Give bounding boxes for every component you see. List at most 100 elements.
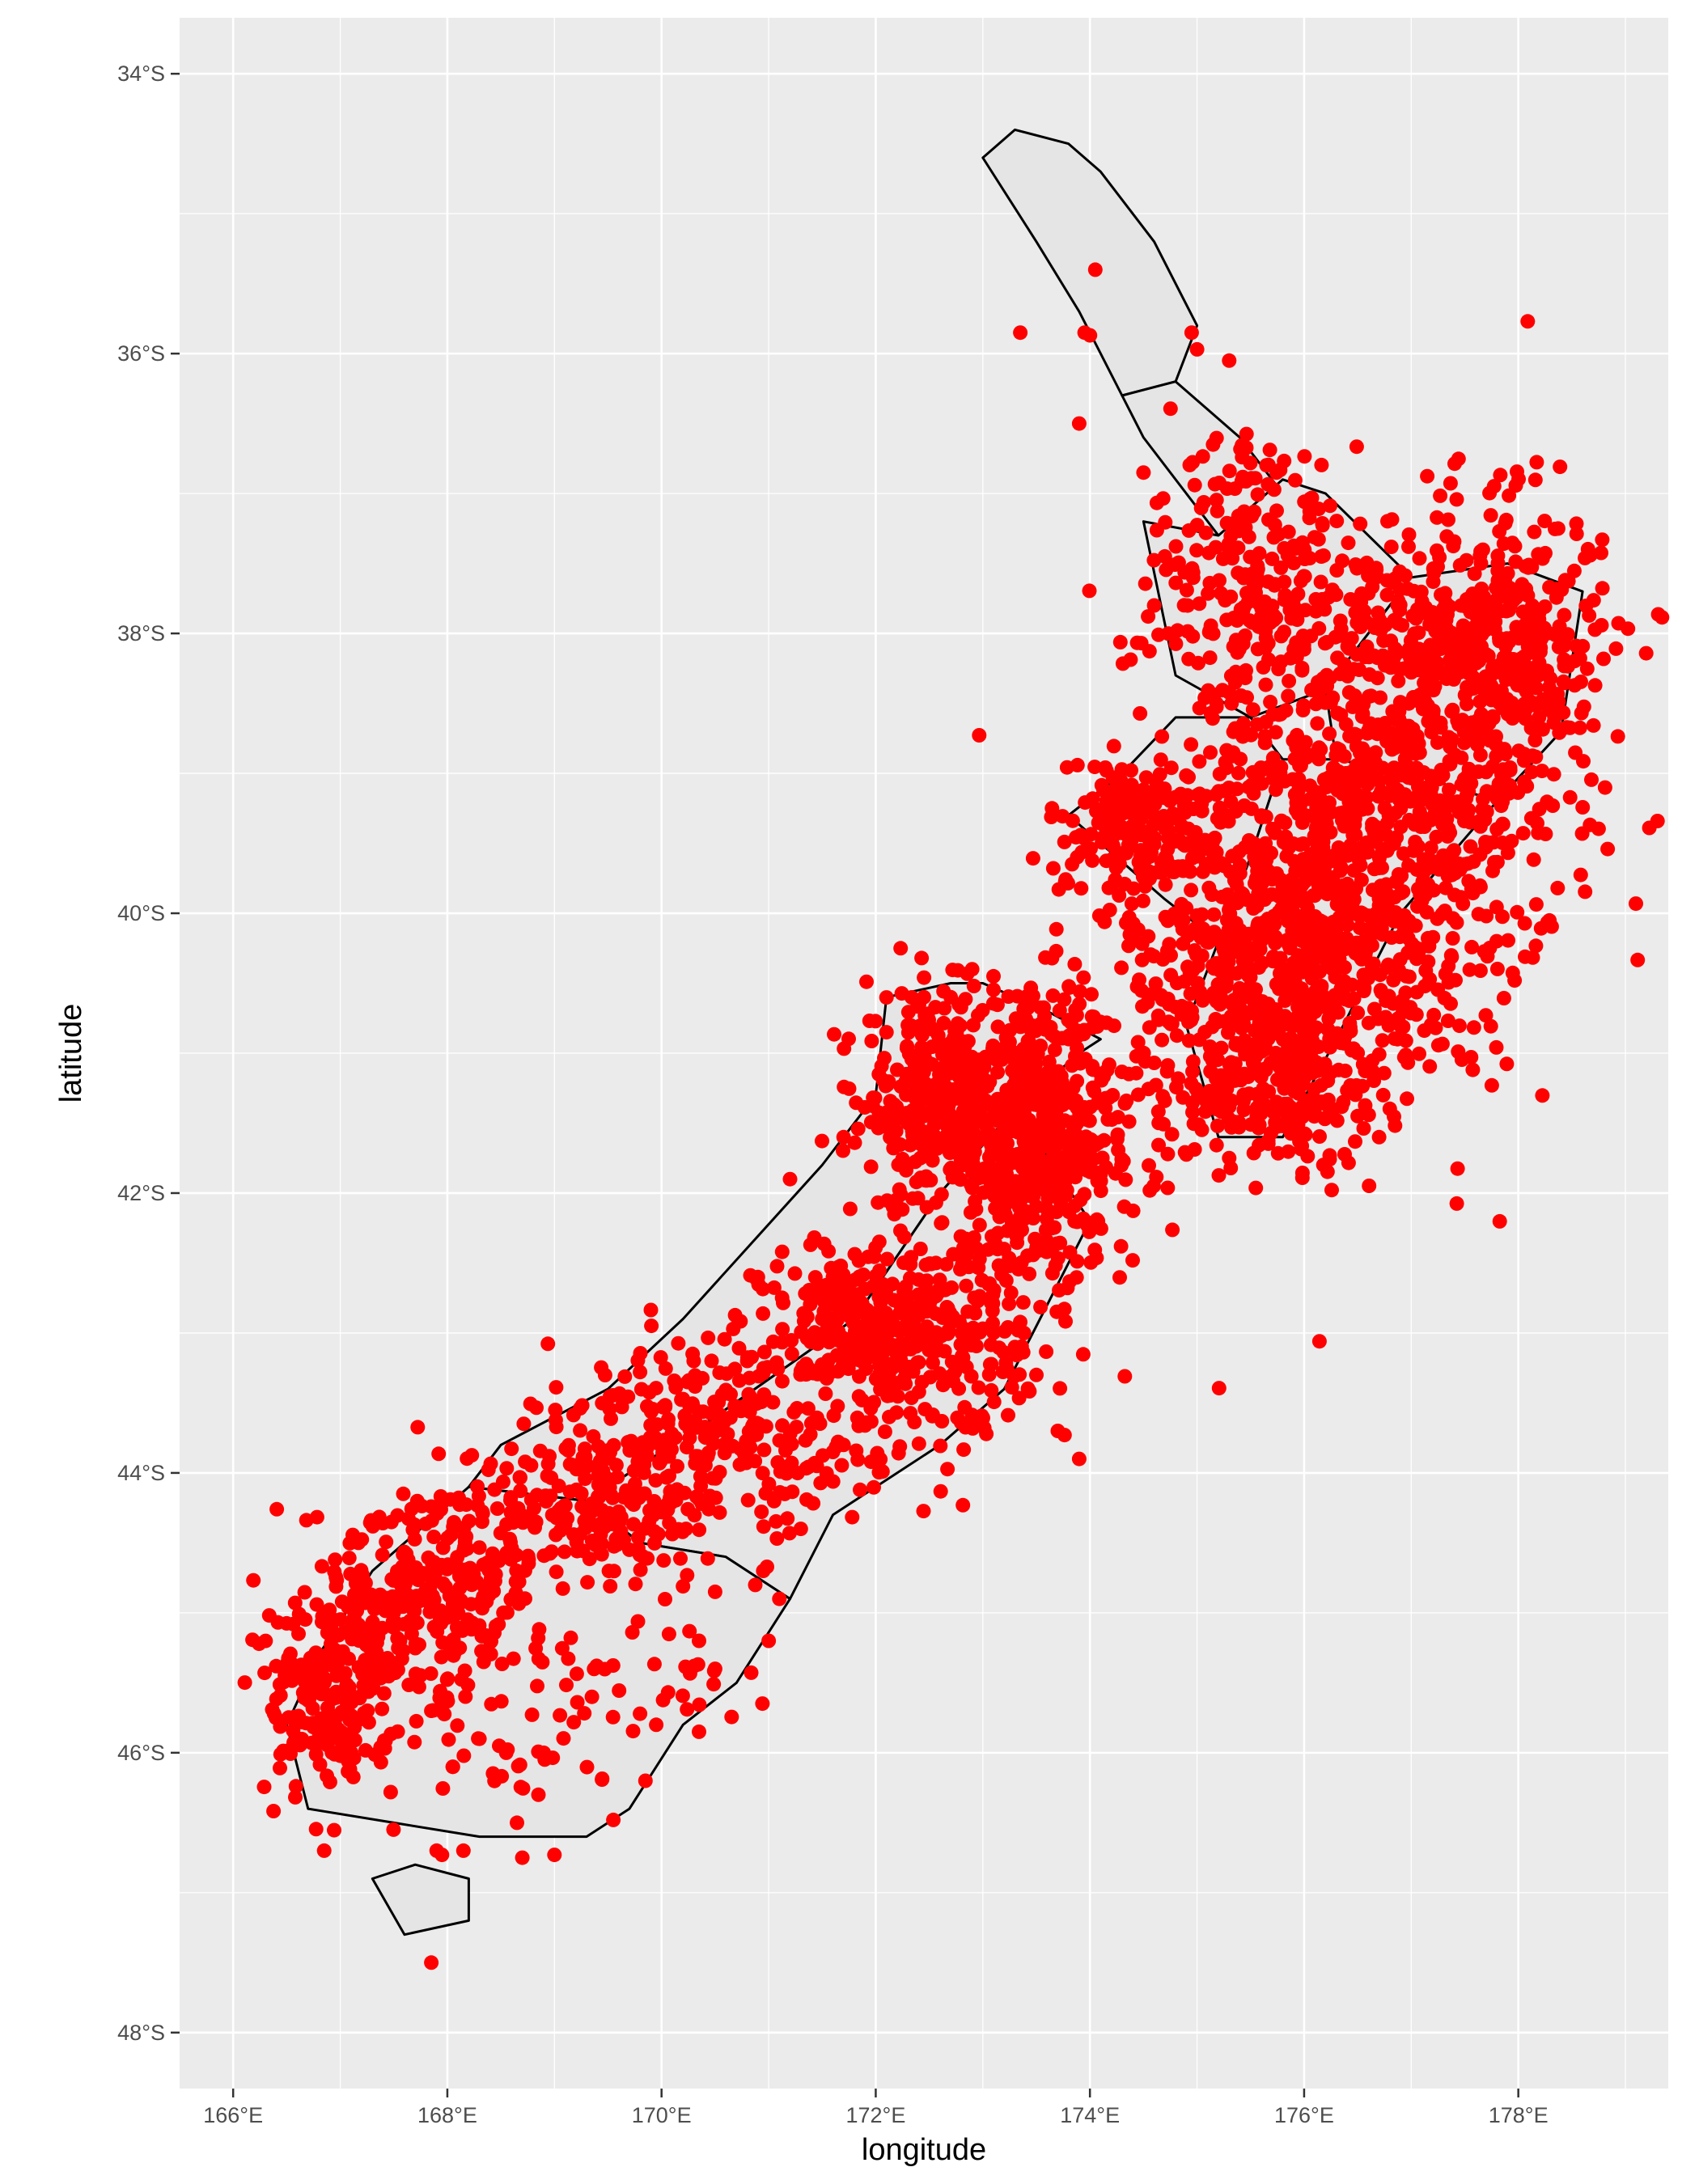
data-point xyxy=(650,1526,666,1542)
data-point xyxy=(1317,1056,1333,1072)
data-point xyxy=(836,1437,851,1453)
data-point xyxy=(1281,688,1296,704)
data-point xyxy=(1125,1253,1140,1268)
data-point xyxy=(357,1669,372,1684)
data-point xyxy=(887,1207,902,1222)
data-point xyxy=(1133,706,1148,721)
data-point xyxy=(1164,1127,1180,1142)
data-point xyxy=(1412,694,1427,709)
data-point xyxy=(1247,1022,1262,1038)
data-point xyxy=(997,1259,1012,1274)
data-point xyxy=(1084,987,1099,1002)
data-point xyxy=(1189,543,1205,558)
data-point xyxy=(1465,586,1481,602)
data-point xyxy=(731,1373,747,1388)
data-point xyxy=(875,1464,890,1479)
data-point xyxy=(1116,1199,1132,1214)
data-point xyxy=(1497,693,1512,709)
data-point xyxy=(484,1634,498,1649)
data-point xyxy=(1209,1137,1224,1153)
data-point xyxy=(1610,729,1625,744)
data-point xyxy=(1373,690,1388,705)
data-point xyxy=(483,1456,498,1471)
data-point xyxy=(456,1748,472,1763)
data-point xyxy=(1083,328,1098,343)
data-point xyxy=(1416,864,1431,878)
data-point xyxy=(1248,1180,1264,1196)
data-point xyxy=(1050,1424,1066,1438)
data-point xyxy=(1248,471,1263,486)
data-point xyxy=(648,1381,663,1396)
data-point xyxy=(955,1103,971,1119)
data-point xyxy=(1020,1381,1036,1396)
data-point xyxy=(1594,545,1608,561)
data-point xyxy=(1020,1041,1036,1056)
data-point xyxy=(452,1581,468,1596)
data-point xyxy=(692,1697,707,1712)
data-point xyxy=(1420,468,1435,484)
data-point xyxy=(1504,833,1519,849)
data-point xyxy=(918,1280,934,1296)
data-point xyxy=(333,1748,348,1763)
data-point xyxy=(706,1677,722,1692)
data-point xyxy=(1102,903,1117,917)
data-point xyxy=(1395,618,1410,633)
data-point xyxy=(1101,1057,1116,1073)
data-point xyxy=(879,1025,894,1040)
data-point xyxy=(1147,797,1163,812)
data-point xyxy=(975,1321,990,1336)
data-point xyxy=(1527,733,1543,747)
data-point xyxy=(692,1522,707,1538)
data-point xyxy=(879,1105,894,1120)
data-point xyxy=(1176,1090,1191,1105)
data-point xyxy=(1481,716,1497,731)
data-point xyxy=(1349,561,1365,576)
data-point xyxy=(303,1654,318,1670)
data-point xyxy=(905,1191,921,1206)
data-point xyxy=(1159,1064,1175,1079)
data-point xyxy=(1447,534,1462,549)
data-point xyxy=(325,1691,340,1707)
data-point xyxy=(608,1458,624,1473)
data-point xyxy=(1266,612,1282,628)
data-point xyxy=(931,1100,947,1115)
data-point xyxy=(680,1374,695,1390)
data-point xyxy=(682,1623,697,1639)
data-point xyxy=(924,1141,939,1156)
data-point xyxy=(1434,627,1450,642)
data-point xyxy=(1239,662,1253,678)
data-point xyxy=(898,1279,913,1294)
data-point xyxy=(337,1666,353,1681)
data-point xyxy=(549,1380,564,1395)
data-point xyxy=(964,1338,979,1352)
data-point xyxy=(1489,854,1505,870)
data-point xyxy=(1378,1009,1393,1025)
data-point xyxy=(1163,948,1178,963)
data-point xyxy=(1254,1086,1269,1102)
data-point xyxy=(1293,758,1308,773)
data-point xyxy=(1331,1062,1346,1077)
data-point xyxy=(756,1519,771,1534)
data-point xyxy=(893,1352,909,1368)
data-point xyxy=(1342,891,1357,906)
data-point xyxy=(1029,1162,1044,1178)
data-point xyxy=(1013,1066,1028,1081)
data-point xyxy=(774,1373,790,1389)
data-point xyxy=(1093,1183,1108,1199)
data-point xyxy=(1450,1161,1465,1176)
data-point xyxy=(1352,921,1367,935)
data-point xyxy=(1177,974,1193,989)
data-point xyxy=(680,1702,695,1717)
data-point xyxy=(1171,1071,1186,1086)
data-point xyxy=(1195,993,1210,1008)
data-point xyxy=(472,1540,487,1555)
data-point xyxy=(499,1517,515,1532)
data-point xyxy=(1375,1033,1390,1048)
data-point xyxy=(1405,722,1421,737)
data-point xyxy=(793,1363,808,1378)
data-point xyxy=(1308,696,1324,712)
data-point xyxy=(1146,598,1162,613)
data-point xyxy=(1386,996,1400,1011)
data-point xyxy=(1251,619,1266,634)
data-point xyxy=(1231,765,1246,781)
